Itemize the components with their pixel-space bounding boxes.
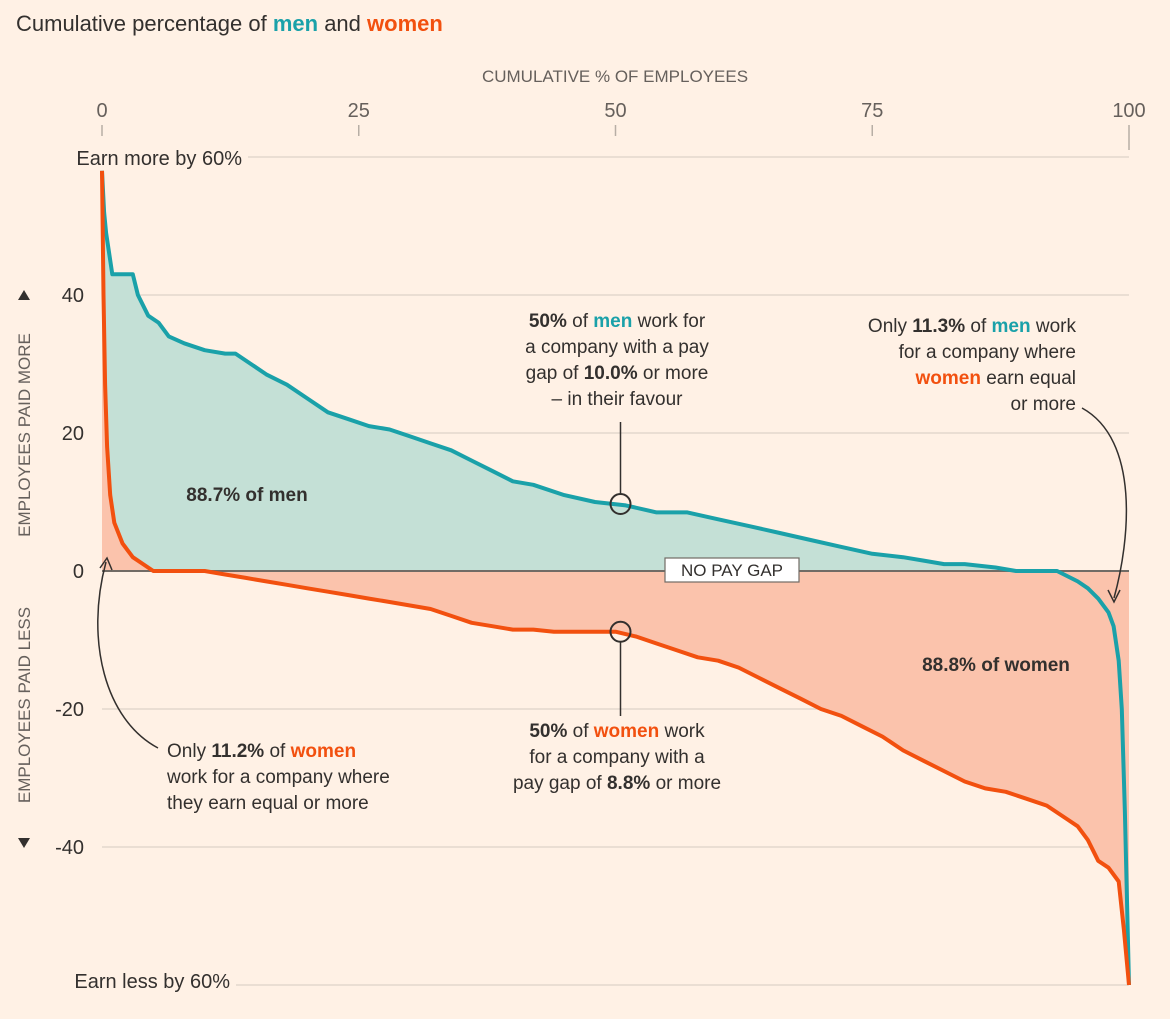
y-label-paid-less: EMPLOYEES PAID LESS xyxy=(15,607,34,803)
title-women: women xyxy=(366,11,443,36)
svg-text:50% of women work: 50% of women work xyxy=(529,721,705,742)
men-median-annotation: 50% of men work for a company with a pay… xyxy=(525,311,709,410)
svg-text:for a company with a: for a company with a xyxy=(529,747,705,768)
title-men: men xyxy=(273,11,318,36)
arrow-down-icon xyxy=(18,838,30,848)
y-tick-label: -40 xyxy=(55,837,84,859)
title-prefix: Cumulative percentage of xyxy=(16,11,273,36)
y-tick-label: 20 xyxy=(62,423,84,445)
svg-text:a company with a pay: a company with a pay xyxy=(525,337,709,358)
no-pay-gap-box: NO PAY GAP xyxy=(664,557,800,583)
x-tick-label: 0 xyxy=(96,100,107,122)
svg-text:gap of 10.0% or more: gap of 10.0% or more xyxy=(526,363,709,384)
svg-text:for a company where: for a company where xyxy=(899,342,1076,363)
svg-text:Only 11.3% of men work: Only 11.3% of men work xyxy=(868,316,1077,337)
svg-text:they earn equal or more: they earn equal or more xyxy=(167,793,369,814)
x-axis-label: CUMULATIVE % OF EMPLOYEES xyxy=(482,67,748,86)
svg-text:or more: or more xyxy=(1011,394,1076,415)
y-tick-label: -20 xyxy=(55,699,84,721)
earn-more-label: Earn more by 60% xyxy=(76,148,242,170)
women-area-label: 88.8% of women xyxy=(922,655,1070,676)
women-median-annotation: 50% of women work for a company with a p… xyxy=(513,721,721,794)
men-series-line xyxy=(100,170,1131,986)
title-and: and xyxy=(318,11,367,36)
women-only-connector xyxy=(97,561,159,749)
y-tick-label: 0 xyxy=(73,561,84,583)
svg-text:Only 11.2% of women: Only 11.2% of women xyxy=(167,741,356,762)
earn-less-label: Earn less by 60% xyxy=(74,971,230,993)
svg-text:pay gap of 8.8% or more: pay gap of 8.8% or more xyxy=(513,773,721,794)
men-only-arrowhead-icon xyxy=(1107,589,1121,604)
women-median-marker xyxy=(609,620,632,643)
svg-text:50% of men work for: 50% of men work for xyxy=(529,311,706,332)
women-only-arrowhead-icon xyxy=(99,556,113,571)
women-area xyxy=(102,170,1129,986)
chart-title: Cumulative percentage of men and women xyxy=(16,11,443,36)
svg-text:work for a company where: work for a company where xyxy=(166,767,390,788)
x-tick-label: 100 xyxy=(1112,100,1145,122)
x-tick-label: 25 xyxy=(348,100,370,122)
men-median-marker xyxy=(609,493,632,515)
y-label-paid-more: EMPLOYEES PAID MORE xyxy=(15,333,34,537)
y-ticks: 40 20 0 -20 -40 xyxy=(55,285,84,859)
y-tick-label: 40 xyxy=(62,285,84,307)
men-area-label: 88.7% of men xyxy=(186,485,307,506)
x-ticks: 0 25 50 75 100 xyxy=(96,100,1146,150)
arrow-up-icon xyxy=(18,290,30,300)
x-tick-label: 50 xyxy=(604,100,626,122)
no-pay-gap-label: NO PAY GAP xyxy=(681,561,783,580)
x-tick-label: 75 xyxy=(861,100,883,122)
svg-text:– in their favour: – in their favour xyxy=(552,389,684,410)
svg-text:women earn equal: women earn equal xyxy=(914,368,1076,389)
men-only-annotation: Only 11.3% of men work for a company whe… xyxy=(868,316,1077,415)
women-series-line xyxy=(100,170,1131,986)
women-only-annotation: Only 11.2% of women work for a company w… xyxy=(166,741,390,814)
men-only-connector xyxy=(1081,407,1128,599)
